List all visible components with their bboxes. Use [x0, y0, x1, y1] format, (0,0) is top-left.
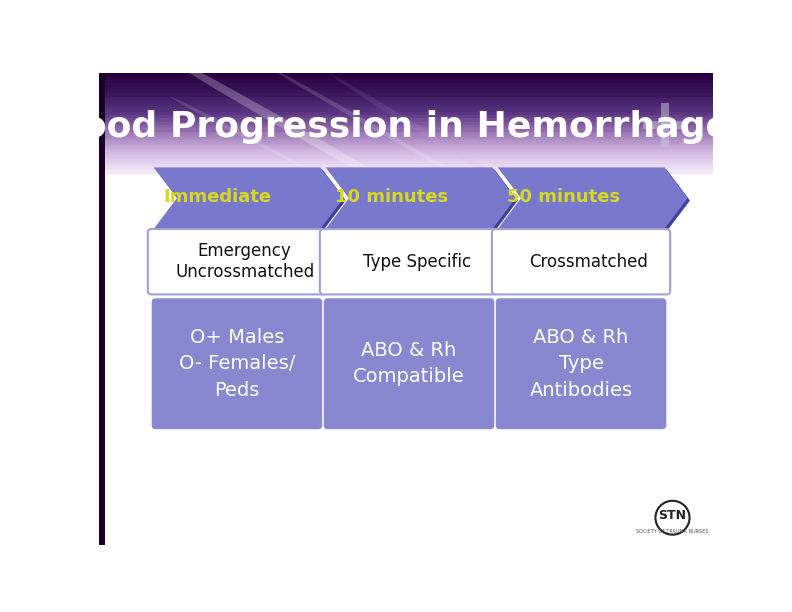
Bar	[99, 124, 713, 125]
FancyBboxPatch shape	[492, 229, 670, 294]
Bar	[99, 100, 713, 102]
Bar	[99, 78, 713, 80]
Bar	[99, 105, 713, 107]
Ellipse shape	[333, 75, 516, 190]
Bar	[99, 135, 713, 137]
Text: Type Specific: Type Specific	[363, 253, 470, 271]
Bar	[99, 137, 713, 138]
Text: Immediate: Immediate	[163, 188, 271, 206]
Bar	[99, 108, 713, 110]
Bar	[99, 115, 713, 117]
FancyBboxPatch shape	[324, 298, 494, 429]
FancyBboxPatch shape	[320, 229, 498, 294]
Bar	[99, 132, 713, 133]
Bar	[99, 103, 713, 105]
Bar	[99, 89, 713, 90]
Text: Blood Progression in Hemorrhage: Blood Progression in Hemorrhage	[42, 110, 729, 144]
Bar	[99, 73, 713, 75]
Bar	[99, 159, 713, 160]
Ellipse shape	[269, 67, 471, 183]
Bar	[99, 102, 713, 103]
Bar	[99, 147, 713, 149]
Ellipse shape	[170, 97, 307, 169]
Bar	[99, 76, 713, 78]
Polygon shape	[324, 250, 351, 273]
Bar	[99, 163, 713, 165]
Bar	[99, 119, 713, 120]
Bar	[99, 97, 713, 99]
Bar	[99, 174, 713, 545]
Text: 50 minutes: 50 minutes	[507, 188, 620, 206]
FancyBboxPatch shape	[148, 229, 326, 294]
Text: STN: STN	[658, 509, 687, 522]
Polygon shape	[643, 121, 687, 129]
Bar	[99, 152, 713, 154]
Polygon shape	[326, 167, 516, 229]
Bar	[99, 94, 713, 95]
Bar	[99, 167, 713, 168]
Bar	[99, 99, 713, 100]
Bar	[99, 122, 713, 124]
Text: Emergency
Uncrossmatched: Emergency Uncrossmatched	[175, 242, 314, 281]
Text: ABO & Rh
Compatible: ABO & Rh Compatible	[353, 341, 465, 387]
Bar	[99, 75, 713, 76]
Polygon shape	[497, 167, 687, 229]
Bar	[99, 90, 713, 92]
Bar	[99, 168, 713, 170]
Bar	[99, 145, 713, 147]
Bar	[99, 133, 713, 135]
Bar	[99, 80, 713, 82]
Text: Crossmatched: Crossmatched	[529, 253, 648, 271]
Bar	[99, 120, 713, 122]
Bar	[99, 154, 713, 155]
Bar	[99, 157, 713, 159]
Bar	[99, 149, 713, 150]
Text: O+ Males
O- Females/
Peds: O+ Males O- Females/ Peds	[179, 328, 295, 400]
Bar	[99, 82, 713, 83]
Bar	[99, 113, 713, 115]
Bar	[99, 143, 713, 145]
Ellipse shape	[158, 52, 427, 206]
Bar	[99, 138, 713, 140]
Bar	[99, 170, 713, 172]
Bar	[99, 92, 713, 94]
Bar	[99, 125, 713, 127]
FancyBboxPatch shape	[496, 298, 666, 429]
Bar	[99, 172, 713, 174]
Polygon shape	[152, 250, 179, 273]
Bar	[99, 165, 713, 167]
Polygon shape	[328, 170, 518, 231]
Bar	[99, 155, 713, 157]
Bar	[99, 129, 713, 130]
Bar	[99, 112, 713, 113]
Bar	[99, 87, 713, 89]
Polygon shape	[156, 170, 346, 231]
Text: SOCIETY OF TRAUMA NURSES: SOCIETY OF TRAUMA NURSES	[636, 529, 709, 534]
Bar	[99, 83, 713, 85]
Bar	[99, 110, 713, 112]
Bar	[99, 130, 713, 132]
Polygon shape	[496, 250, 523, 273]
Text: ABO & Rh
Type
Antibodies: ABO & Rh Type Antibodies	[530, 328, 633, 400]
Bar	[99, 160, 713, 162]
Polygon shape	[154, 167, 344, 229]
Bar	[99, 117, 713, 119]
Text: 10 minutes: 10 minutes	[335, 188, 448, 206]
Bar	[99, 127, 713, 129]
Bar	[99, 85, 713, 87]
Bar	[99, 142, 713, 143]
FancyBboxPatch shape	[152, 298, 322, 429]
Polygon shape	[661, 103, 668, 147]
Bar	[99, 150, 713, 152]
Bar	[99, 95, 713, 97]
Polygon shape	[500, 170, 690, 231]
Bar	[99, 73, 105, 545]
Bar	[99, 107, 713, 108]
Bar	[99, 162, 713, 163]
Bar	[99, 140, 713, 142]
